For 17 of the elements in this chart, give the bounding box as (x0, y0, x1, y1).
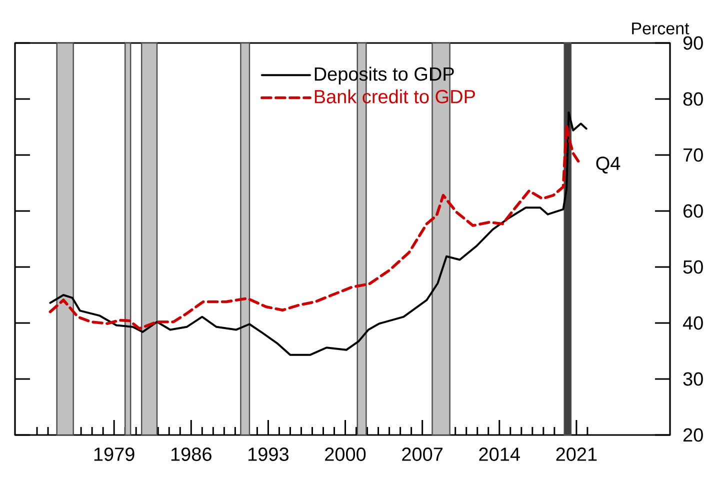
annotation: Q4 (596, 156, 620, 174)
y-tick-label: 60 (684, 204, 703, 218)
x-tick-label: 2014 (479, 448, 520, 461)
y-tick-label: 80 (683, 92, 703, 106)
x-tick-label: 1979 (94, 448, 134, 461)
x-tick-label: 1993 (248, 448, 288, 461)
x-tick-label: 1986 (171, 448, 212, 461)
x-tick-label: 2000 (325, 448, 366, 461)
x-tick-label: 2021 (556, 448, 597, 461)
y-axis-title: Percent (632, 22, 690, 34)
y-tick-label: 70 (684, 148, 703, 162)
y-tick-label: 50 (683, 260, 703, 274)
y-tick-label: 30 (683, 372, 703, 386)
y-tick-label: 40 (682, 316, 703, 330)
y-tick-label: 20 (684, 428, 703, 442)
x-tick-label: 2007 (402, 448, 442, 461)
y-tick-label: 90 (683, 36, 703, 50)
